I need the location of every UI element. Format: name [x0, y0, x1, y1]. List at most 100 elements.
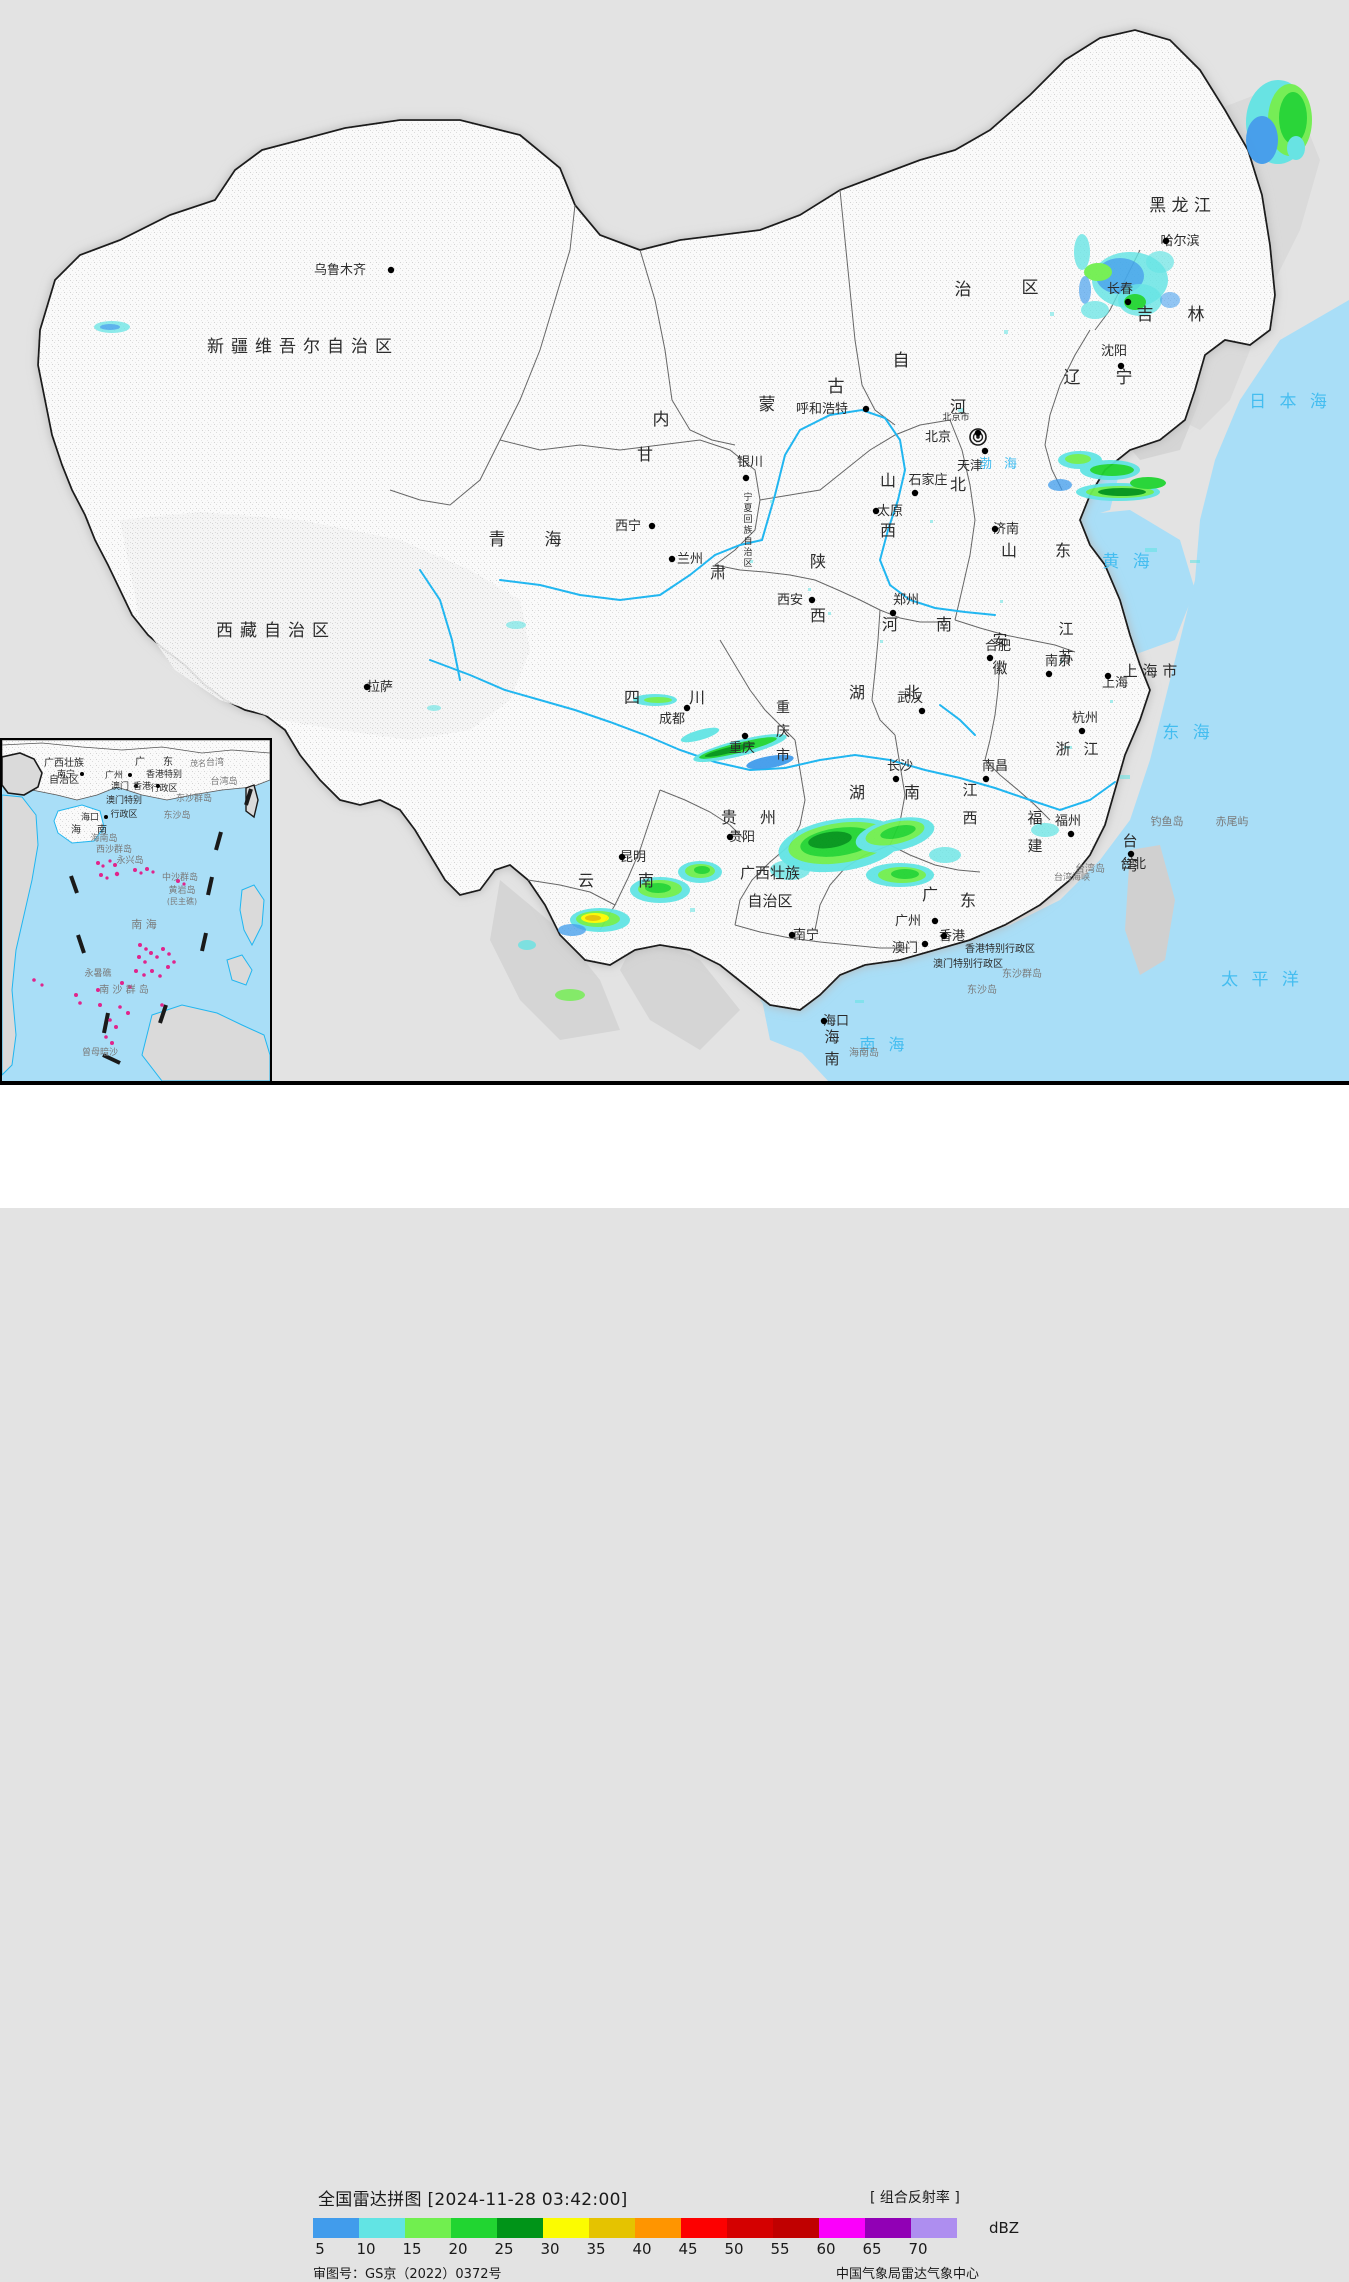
province-label: 广西壮族	[740, 864, 800, 882]
city-label: 长春	[1107, 282, 1133, 297]
city-dot	[648, 522, 656, 530]
province-label: 北京市	[942, 411, 969, 423]
city-dot	[726, 833, 734, 841]
province-label: 北	[904, 683, 920, 702]
province-label: 夏	[743, 503, 752, 514]
colorbar-swatch-20[interactable]	[451, 2218, 497, 2238]
map-panel[interactable]: 新疆维吾尔自治区 西藏自治区青海甘肃内蒙古自治区宁夏回族自治区陕西山西河北河南黑 …	[0, 0, 1349, 1083]
inset-city-dot	[156, 784, 160, 788]
city-dot	[1104, 672, 1112, 680]
province-label: 古	[828, 377, 845, 397]
province-label: 陕	[810, 552, 826, 571]
inset-island-label: 南 沙 群 岛	[99, 983, 149, 996]
province-label: 苏	[1058, 648, 1073, 666]
colorbar-swatch-50[interactable]	[727, 2218, 773, 2238]
legend-product-type: [ 组合反射率 ]	[870, 2190, 960, 2206]
colorbar-swatch-35[interactable]	[589, 2218, 635, 2238]
province-label: 市	[776, 747, 790, 764]
inset-island-label: 黄岩岛	[168, 884, 195, 896]
city-label: 香港	[939, 929, 965, 944]
city-dot	[986, 654, 994, 662]
province-label: 辽	[1064, 368, 1081, 388]
city-label: 哈尔滨	[1160, 233, 1199, 249]
sea-label: 黄 海	[1102, 552, 1153, 572]
province-label: 建	[1027, 837, 1042, 855]
colorbar-swatch-45[interactable]	[681, 2218, 727, 2238]
city-label: 海口	[823, 1014, 849, 1029]
province-label: 蒙	[759, 395, 776, 415]
colorbar-swatch-25[interactable]	[497, 2218, 543, 2238]
inset-island-label: 永暑礁	[84, 967, 111, 979]
inset-island-label: 南 海	[131, 917, 157, 931]
approval-number: 审图号：GS京（2022）0372号	[313, 2267, 502, 2282]
province-label: 自	[893, 351, 910, 371]
colorbar-swatch-5[interactable]	[313, 2218, 359, 2238]
province-label: 州	[760, 808, 776, 827]
city-dot	[1162, 237, 1170, 245]
province-label: 西藏自治区	[216, 621, 336, 641]
colorbar-swatch-30[interactable]	[543, 2218, 589, 2238]
province-label: 宁	[1116, 368, 1133, 388]
province-label: 南	[638, 871, 654, 890]
colorbar-swatch-55[interactable]	[773, 2218, 819, 2238]
city-label: 昆明	[620, 850, 646, 865]
inset-island-label: (民主礁)	[167, 896, 197, 906]
province-label: 山	[1001, 541, 1017, 560]
city-dot	[1117, 362, 1125, 370]
city-dot	[982, 775, 990, 783]
city-dot	[918, 707, 926, 715]
city-dot	[931, 917, 939, 925]
colorbar-swatch-40[interactable]	[635, 2218, 681, 2238]
province-label: 甘	[637, 445, 653, 464]
province-label: 回	[743, 514, 752, 525]
province-label: 海	[824, 1028, 839, 1046]
province-label: 新疆维吾尔自治区	[207, 337, 399, 357]
inset-city-dot	[134, 784, 138, 788]
city-dot	[808, 596, 816, 604]
province-label: 治	[743, 546, 752, 558]
city-label: 广州	[895, 914, 921, 929]
south-china-sea-inset[interactable]: 广西壮族 自治区广东香港特别 行政区 澳门特别 行政区海南南宁 广州 澳门 香港 海口 台湾 台湾岛…	[0, 738, 272, 1083]
tick-10: 10	[356, 2240, 376, 2258]
inset-province-label: 澳门特别	[106, 794, 142, 806]
city-label: 乌鲁木齐	[314, 262, 366, 278]
province-label: 自治区	[747, 892, 792, 910]
city-dot	[1127, 850, 1135, 858]
dbz-unit-label: dBZ	[989, 2219, 1020, 2237]
province-label: 湾	[1122, 856, 1137, 874]
colorbar-swatch-70[interactable]	[911, 2218, 957, 2238]
province-label: 东	[960, 891, 976, 910]
colorbar-swatch-65[interactable]	[865, 2218, 911, 2238]
colorbar-swatch-15[interactable]	[405, 2218, 451, 2238]
colorbar-swatch-60[interactable]	[819, 2218, 865, 2238]
legend-panel: 全国雷达拼图 [2024-11-28 03:42:00] [ 组合反射率 ] 5…	[0, 1083, 1349, 2282]
city-dot	[788, 931, 796, 939]
inset-island-label: 曾母暗沙	[82, 1046, 118, 1058]
city-label: 天津	[957, 459, 983, 474]
china-landmass	[37, 29, 1276, 1011]
province-label: 治	[955, 280, 972, 300]
province-label: 内	[653, 410, 670, 430]
colorbar-swatch-10[interactable]	[359, 2218, 405, 2238]
city-label: 长沙	[887, 759, 913, 774]
tick-35: 35	[586, 2240, 606, 2258]
inset-city-dot	[104, 815, 108, 819]
sea-label: 日 本 海	[1249, 392, 1331, 412]
province-label: 河	[950, 397, 966, 416]
dbz-colorbar[interactable]	[313, 2218, 957, 2238]
province-label: 四	[624, 688, 640, 707]
city-label: 银川	[737, 455, 763, 470]
tick-70: 70	[908, 2240, 928, 2258]
city-label: 上海	[1102, 676, 1128, 691]
tick-25: 25	[494, 2240, 514, 2258]
inset-city-label: 澳门	[111, 780, 129, 792]
inset-province-label: 广西壮族	[44, 756, 84, 769]
province-label: 东	[1055, 541, 1071, 560]
inset-island-label: 台湾岛	[210, 775, 237, 787]
province-label: 青	[489, 530, 506, 550]
tick-55: 55	[770, 2240, 790, 2258]
province-label: 自	[743, 535, 752, 547]
